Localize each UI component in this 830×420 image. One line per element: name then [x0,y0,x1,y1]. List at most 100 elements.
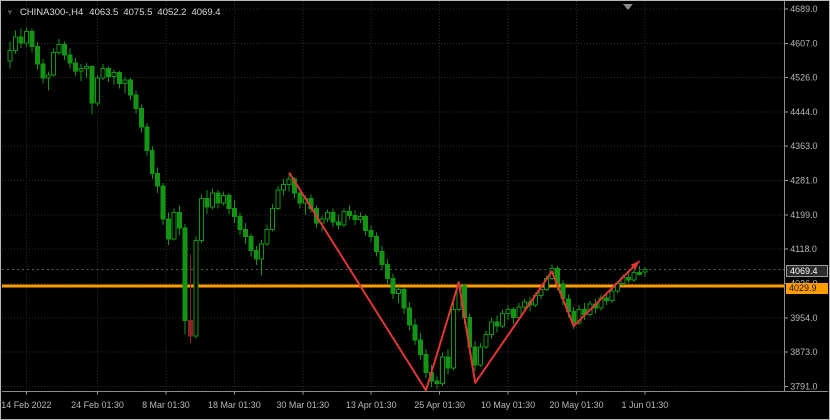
symbol-period-label: CHINA300-,H4 [19,7,84,18]
candle-body [604,297,610,301]
candle-body [188,320,194,337]
candle-body [417,339,423,355]
x-axis-label: 20 May 01:30 [549,400,603,410]
candle-body [248,236,254,251]
y-axis-label: 4281.0 [790,176,817,186]
candle-body [56,43,62,54]
candle-body [631,272,637,281]
candle-body [642,269,648,273]
candle-body [116,71,122,84]
candle-body [62,43,68,56]
x-axis-label: 1 Jun 01:30 [622,400,669,410]
candle-body [335,221,341,226]
trendline-zigzag[interactable] [288,172,641,392]
candle-body [242,228,248,238]
candle-body [281,183,287,191]
candle-body [45,74,51,79]
candle-body [259,243,265,260]
candle-body [275,189,281,209]
trendline-arrowhead[interactable] [630,260,640,270]
y-axis-label: 4444.0 [790,107,817,117]
chart-shift-marker[interactable] [623,3,633,10]
candle-body [297,192,303,204]
candle-body [445,356,451,369]
close-value: 4069.4 [191,7,221,18]
candle-body [500,312,506,327]
candle-body [95,77,101,104]
candle-body [286,178,292,185]
candle-body [357,215,363,221]
candle-body [220,195,226,204]
candle-body [571,310,577,324]
window-menu-icon[interactable]: ▼ [6,7,14,17]
y-axis-label: 4689.0 [790,4,817,14]
candle-body [521,301,527,308]
candle-body [40,63,46,79]
candle-body [231,207,237,218]
candle-body [472,346,478,366]
candle-body [78,67,84,72]
candle-body [67,54,73,64]
candle-body [133,94,139,110]
bid-price-tag: 4069.4 [786,265,828,277]
candle-body [324,212,330,220]
candle-body [193,240,199,337]
y-axis-label: 4118.0 [790,244,817,254]
candle-body [401,289,407,309]
candle-body [18,36,24,44]
candle-body [423,353,429,373]
candle-body [341,210,347,226]
candle-body [51,52,57,76]
candle-body [439,356,445,385]
low-value: 4052.2 [157,7,187,18]
x-axis-label: 24 Feb 01:30 [71,400,124,410]
candle-body [237,216,243,230]
candle-body [253,249,259,260]
y-axis-label: 3954.0 [790,313,817,323]
candle-body [576,308,582,324]
candle-body [204,198,210,208]
x-axis-label: 13 Apr 01:30 [346,400,397,410]
candle-body [368,230,374,238]
candle-body [609,290,615,301]
candle-body [122,79,128,84]
candle-body [209,192,215,208]
x-axis-label: 8 Mar 01:30 [142,400,190,410]
high-value: 4075.5 [123,7,153,18]
candle-body [127,79,133,96]
candle-body [73,62,79,72]
candle-body [105,67,111,78]
hline-price-tag[interactable]: 4029.9 [786,283,828,294]
candle-body [379,251,385,265]
candle-body [171,212,177,240]
candle-body [483,334,489,348]
candle-body [144,126,150,152]
candle-body [155,172,161,187]
candle-body [478,346,484,366]
candle-body [23,31,29,44]
candle-body [34,45,40,65]
candle-body [7,50,13,62]
x-axis-label: 14 Feb 2022 [1,400,51,410]
y-axis-label: 4526.0 [790,73,817,83]
candle-body [111,71,117,78]
candle-body [489,321,495,335]
y-axis-label: 3873.0 [790,347,817,357]
y-axis-label: 3791.0 [790,382,817,392]
candle-body [89,66,95,104]
candle-body [160,185,166,220]
open-value: 4063.5 [89,7,119,18]
candle-body [352,214,358,221]
candle-body [511,308,517,319]
candle-body [434,380,440,385]
candle-body [12,36,18,52]
candle-body [494,321,500,327]
candle-body [270,207,276,230]
candle-body [138,108,144,128]
candle-body [84,66,90,69]
candle-body [385,263,391,280]
y-axis-label: 4199.0 [790,210,817,220]
candle-body [636,272,642,275]
